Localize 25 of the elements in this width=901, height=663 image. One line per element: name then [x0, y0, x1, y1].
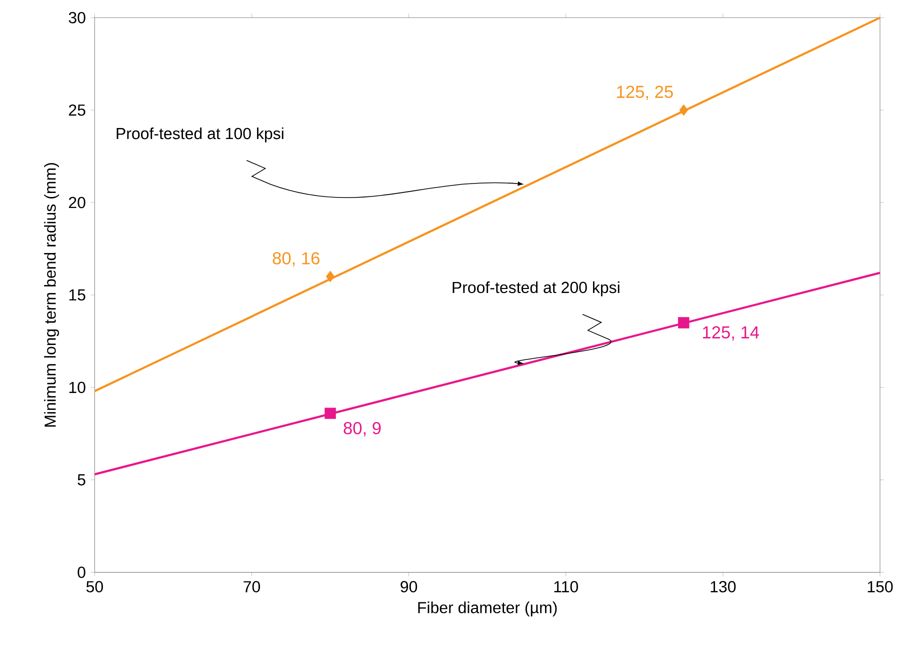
- point: [679, 104, 688, 116]
- x-tick-label: 110: [554, 581, 578, 592]
- y-tick-label: 25: [68, 104, 86, 116]
- data-label: 80, 16: [272, 252, 320, 266]
- point: [324, 408, 336, 419]
- y-tick-label: 10: [69, 382, 86, 394]
- x-tick-label: 50: [86, 581, 103, 592]
- point: [678, 317, 690, 328]
- y-tick-label: 20: [68, 196, 86, 208]
- data-label: 80, 9: [344, 422, 381, 436]
- y-tick-label: 30: [68, 12, 86, 24]
- data-label: 125, 14: [703, 326, 760, 341]
- x-tick-label: 70: [244, 581, 260, 592]
- annotation: Proof-tested at 100 kpsi: [116, 127, 284, 142]
- y-tick-label: 5: [78, 474, 86, 486]
- x-axis-title: Fiber diameter (µm): [418, 602, 557, 616]
- point: [326, 270, 335, 282]
- annotation: Proof-tested at 200 kpsi: [452, 281, 620, 296]
- x-tick-label: 150: [868, 581, 893, 592]
- y-axis-title: Minimum long term bend radius (mm): [44, 163, 60, 427]
- x-tick-label: 90: [400, 581, 418, 592]
- y-tick-label: 0: [78, 566, 86, 578]
- x-tick-label: 130: [710, 581, 736, 592]
- y-tick-label: 15: [69, 289, 86, 301]
- data-label: 125, 25: [617, 86, 673, 100]
